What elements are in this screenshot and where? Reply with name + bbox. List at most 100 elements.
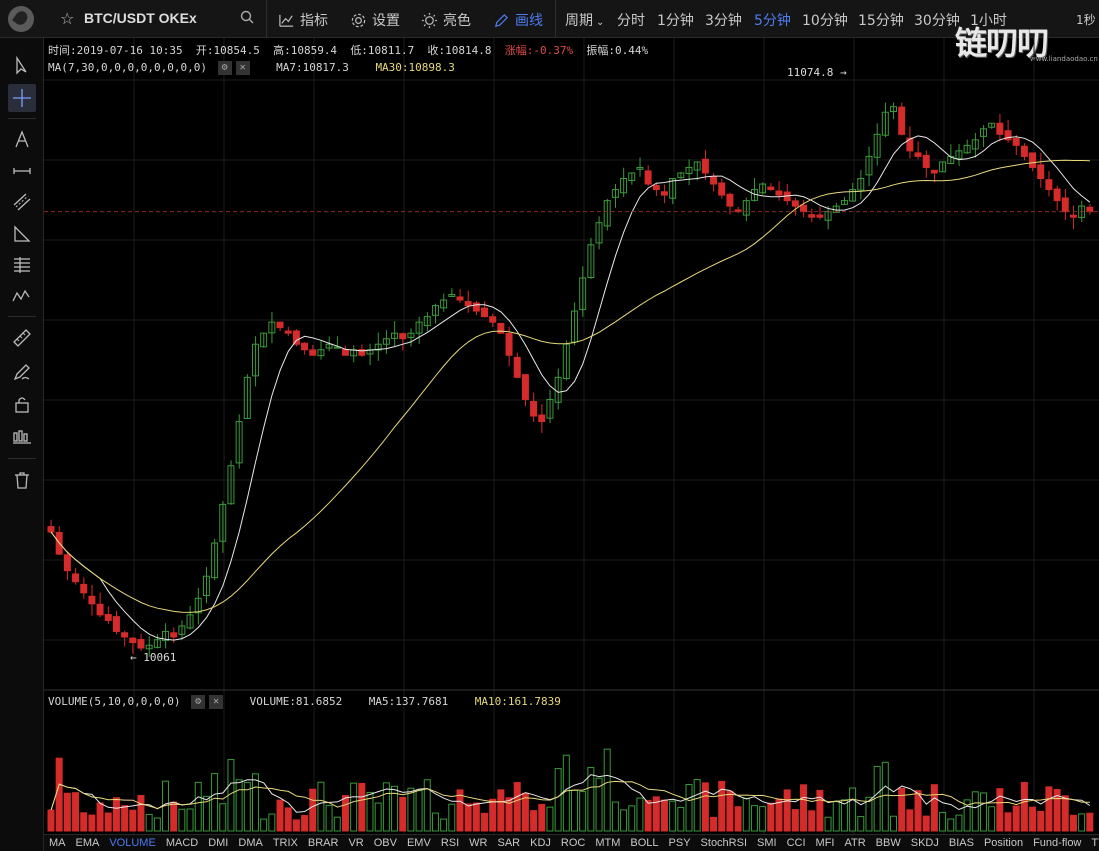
channel-icon	[13, 193, 31, 211]
candle-body	[431, 305, 439, 316]
indicator-tab-ema[interactable]: EMA	[75, 837, 100, 849]
volume-bar	[775, 798, 783, 832]
candle-body	[579, 277, 587, 310]
volume-bar	[129, 809, 137, 832]
settings-button[interactable]: 设置	[350, 10, 400, 30]
price-chart[interactable]	[44, 38, 1099, 834]
volume-bar	[963, 799, 971, 832]
indicator-tab-vr[interactable]: VR	[348, 837, 364, 849]
candle-body	[129, 637, 137, 644]
indicator-tab-mfi[interactable]: MFI	[815, 837, 835, 849]
crosshair-tool[interactable]	[8, 84, 36, 112]
indicator-tab-fund-flow[interactable]: Fund-flow	[1033, 837, 1082, 849]
volume-bar	[644, 799, 652, 832]
candle-body	[857, 178, 865, 191]
indicator-tabs: MA EMA VOLUME MACD DMI DMA TRIX BRAR VR OBV EMV RSI…	[44, 834, 1099, 851]
period-dropdown[interactable]: 周期 ⌄	[565, 10, 604, 30]
indicator-tab-boll[interactable]: BOLL	[630, 837, 659, 849]
indicator-tab-rsi[interactable]: RSI	[440, 837, 460, 849]
text-tool[interactable]	[8, 126, 36, 154]
indicator-tab-smi[interactable]: SMI	[757, 837, 777, 849]
volume-bar	[88, 814, 96, 832]
volume-bar	[366, 791, 374, 832]
indicator-tab-atr[interactable]: ATR	[844, 837, 866, 849]
period-1s[interactable]: 1秒	[1076, 13, 1096, 27]
period-10m[interactable]: 10分钟	[802, 13, 848, 29]
volume-bar	[554, 768, 562, 832]
indicator-tab-psy[interactable]: PSY	[668, 837, 691, 849]
indicator-tab-stochrsi[interactable]: StochRSI	[700, 837, 748, 849]
candle-amplitude: 振幅:0.44%	[586, 44, 649, 57]
indicator-tab-brar[interactable]: BRAR	[307, 837, 339, 849]
settings-icon[interactable]: ⚙	[217, 61, 232, 75]
settings-icon[interactable]: ⚙	[191, 695, 206, 709]
indicator-tab-bias[interactable]: BIAS	[948, 837, 974, 849]
period-1m[interactable]: 1分钟	[657, 13, 694, 29]
candle-body	[186, 614, 194, 629]
star-icon[interactable]: ☆	[60, 9, 75, 28]
candle-body	[301, 342, 309, 351]
indicator-tab-kdj[interactable]: KDJ	[530, 837, 551, 849]
indicator-button[interactable]: 指标	[278, 10, 328, 30]
search-icon[interactable]	[240, 10, 254, 24]
indicator-tab-wr[interactable]: WR	[469, 837, 488, 849]
line-tool[interactable]	[8, 157, 36, 185]
indicator-tab-skdj[interactable]: SKDJ	[910, 837, 939, 849]
pattern-tool[interactable]	[8, 282, 36, 310]
indicator-tab-cci[interactable]: CCI	[786, 837, 806, 849]
candle-body	[178, 625, 186, 635]
symbol-title[interactable]: BTC/USDT OKEx	[84, 10, 197, 26]
ma-params[interactable]: MA(7,30,0,0,0,0,0,0,0,0)	[48, 61, 207, 74]
candle-body	[211, 542, 219, 579]
period-1h[interactable]: 1小时	[970, 13, 1007, 29]
app-logo[interactable]	[8, 6, 34, 32]
brush-tool[interactable]	[8, 358, 36, 386]
period-15m[interactable]: 15分钟	[858, 13, 904, 29]
fibonacci-tool[interactable]	[8, 251, 36, 279]
ruler-tool[interactable]	[8, 324, 36, 352]
volume-params[interactable]: VOLUME(5,10,0,0,0,0)	[48, 695, 181, 708]
candle-body	[873, 133, 881, 158]
candle-body	[1004, 130, 1012, 141]
indicator-tab-ma[interactable]: MA	[49, 837, 66, 849]
period-3m[interactable]: 3分钟	[705, 13, 742, 29]
volume-bar	[219, 803, 227, 832]
indicator-tab-position[interactable]: Position	[983, 837, 1024, 849]
delete-tool[interactable]	[8, 466, 36, 494]
candle-body	[652, 185, 660, 191]
volume-bar	[301, 815, 309, 832]
indicator-tab-obv[interactable]: OBV	[373, 837, 397, 849]
indicator-tab-emv[interactable]: EMV	[406, 837, 431, 849]
cursor-tool[interactable]	[8, 52, 36, 80]
candle-body	[112, 616, 120, 632]
period-30m[interactable]: 30分钟	[914, 13, 960, 29]
show-hide-tool[interactable]	[8, 423, 36, 451]
indicator-tab-dmi[interactable]: DMI	[208, 837, 229, 849]
indicator-tab-macd[interactable]: MACD	[165, 837, 199, 849]
indicator-tab-ttsi[interactable]: TTSI	[1091, 837, 1099, 849]
indicator-tab-bbw[interactable]: BBW	[875, 837, 901, 849]
period-tick[interactable]: 分时	[617, 13, 645, 29]
indicator-tab-volume[interactable]: VOLUME	[109, 837, 156, 849]
volume-bar	[595, 777, 603, 832]
draw-button[interactable]: 画线	[493, 10, 543, 30]
candle-body	[260, 332, 268, 348]
low-price-marker: ← 10061	[130, 651, 177, 664]
volume-bar	[906, 809, 914, 832]
candle-body	[726, 193, 734, 207]
period-5m[interactable]: 5分钟	[754, 13, 791, 29]
channel-tool[interactable]	[8, 188, 36, 216]
volume-bar	[96, 802, 104, 832]
candle-body	[276, 321, 284, 329]
indicator-tab-sar[interactable]: SAR	[497, 837, 521, 849]
lock-tool[interactable]	[8, 390, 36, 418]
indicator-tab-dma[interactable]: DMA	[238, 837, 263, 849]
theme-button[interactable]: 亮色	[421, 10, 471, 30]
close-icon[interactable]: ✕	[209, 695, 224, 709]
indicator-tab-trix[interactable]: TRIX	[272, 837, 298, 849]
indicator-tab-roc[interactable]: ROC	[560, 837, 586, 849]
indicator-tab-mtm[interactable]: MTM	[595, 837, 621, 849]
close-icon[interactable]: ✕	[235, 61, 250, 75]
triangle-tool[interactable]	[8, 220, 36, 248]
volume-bar	[284, 807, 292, 832]
